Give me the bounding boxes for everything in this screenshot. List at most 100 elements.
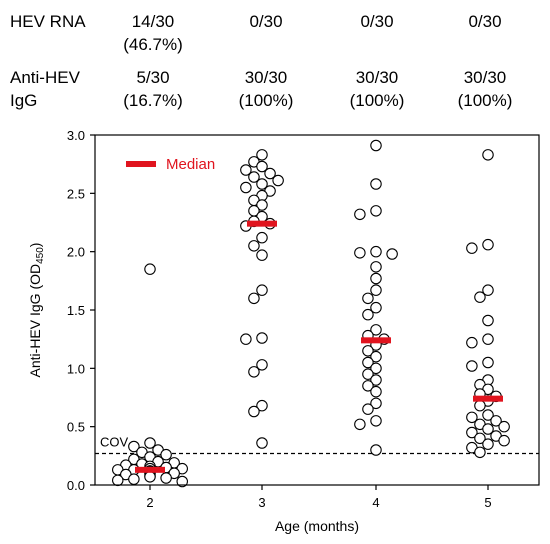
- legend: Median: [126, 156, 215, 173]
- data-point: [144, 263, 156, 275]
- y-axis-title: Anti-HEV IgG (OD450): [27, 243, 46, 378]
- data-point: [256, 231, 268, 244]
- data-point: [466, 360, 478, 372]
- data-point: [474, 399, 486, 412]
- data-point: [362, 356, 374, 369]
- data-point: [354, 208, 366, 221]
- data-point: [248, 366, 260, 378]
- data-point: [354, 418, 366, 431]
- row-label-anti-hev-line2: IgG: [10, 91, 38, 110]
- data-point: [256, 399, 268, 412]
- data-point: [474, 291, 486, 303]
- data-point: [248, 240, 260, 252]
- x-tick-label: 5: [484, 495, 491, 510]
- data-point: [482, 284, 494, 296]
- y-tick-label: 1.0: [67, 361, 85, 376]
- anti-hev-month3: 30/30 (100%): [216, 66, 316, 112]
- data-point: [482, 149, 494, 161]
- hev-rna-month4-count: 0/30: [360, 12, 394, 31]
- data-point: [370, 261, 382, 273]
- data-point: [248, 292, 260, 305]
- data-point: [362, 308, 374, 321]
- data-point: [160, 448, 172, 461]
- anti-hev-month5-count: 30/30: [463, 68, 507, 87]
- x-tick-label: 4: [372, 495, 379, 510]
- anti-hev-month2-count: 5/30: [136, 68, 170, 87]
- data-point: [256, 199, 268, 211]
- data-point: [362, 368, 374, 380]
- data-point: [370, 385, 382, 398]
- data-point: [466, 242, 478, 254]
- row-label-anti-hev: Anti-HEV IgG: [10, 66, 80, 112]
- y-axis-title-end: ): [27, 243, 43, 248]
- y-axis-title-sub: 450: [35, 247, 46, 264]
- hev-rna-month3-count: 0/30: [249, 12, 283, 31]
- legend-median-swatch: [126, 161, 156, 167]
- data-point: [370, 272, 382, 285]
- data-point: [144, 471, 156, 483]
- y-tick-label: 2.0: [67, 245, 85, 260]
- data-point: [128, 473, 140, 485]
- data-point: [466, 426, 478, 439]
- median-bar: [247, 220, 277, 227]
- data-point: [482, 423, 494, 435]
- data-point: [256, 249, 268, 261]
- data-point: [370, 415, 382, 427]
- median-bar: [361, 337, 391, 344]
- data-point: [482, 356, 494, 369]
- data-point: [370, 139, 382, 152]
- data-point: [482, 438, 494, 450]
- data-point: [466, 336, 478, 349]
- data-point: [370, 205, 382, 217]
- median-bar: [473, 395, 503, 402]
- hev-rna-month2-pct: (46.7%): [123, 35, 183, 54]
- data-point: [264, 167, 276, 180]
- data-point: [370, 444, 382, 456]
- data-point: [362, 345, 374, 357]
- data-point: [256, 149, 268, 161]
- data-point: [370, 362, 382, 375]
- x-tick-label: 2: [146, 495, 153, 510]
- data-point: [386, 248, 398, 260]
- data-point: [498, 420, 510, 433]
- y-axis-title-main: Anti-HEV IgG (OD: [27, 264, 43, 378]
- data-point: [370, 324, 382, 336]
- data-point: [474, 446, 486, 459]
- data-point: [498, 434, 510, 447]
- data-point: [272, 174, 284, 187]
- anti-hev-month3-pct: (100%): [238, 91, 294, 110]
- data-point: [362, 380, 374, 392]
- hev-rna-month4: 0/30: [327, 10, 427, 33]
- data-point: [240, 333, 252, 345]
- data-point: [370, 374, 382, 386]
- y-axis-ticks: 0.0 0.5 1.0 1.5 2.0 2.5 3.0: [67, 128, 95, 493]
- anti-hev-month4: 30/30 (100%): [327, 66, 427, 112]
- data-point: [112, 474, 124, 487]
- y-tick-label: 0.0: [67, 478, 85, 493]
- data-point: [466, 411, 478, 424]
- hev-rna-month5-count: 0/30: [468, 12, 502, 31]
- data-point: [144, 437, 156, 449]
- data-point: [354, 247, 366, 259]
- data-points: [112, 139, 510, 488]
- data-point: [370, 397, 382, 410]
- data-point: [362, 292, 374, 305]
- data-point: [256, 284, 268, 296]
- hev-rna-month5: 0/30: [435, 10, 535, 33]
- x-tick-label: 3: [258, 495, 265, 510]
- data-point: [370, 178, 382, 190]
- data-point: [490, 415, 502, 427]
- y-tick-label: 3.0: [67, 128, 85, 143]
- hev-rna-month2: 14/30 (46.7%): [103, 10, 203, 56]
- data-point: [256, 332, 268, 344]
- hev-rna-month3: 0/30: [216, 10, 316, 33]
- data-point: [160, 472, 172, 484]
- data-point: [248, 171, 260, 183]
- data-point: [482, 314, 494, 327]
- anti-hev-month5-pct: (100%): [457, 91, 513, 110]
- anti-hev-month4-pct: (100%): [349, 91, 405, 110]
- data-point: [370, 284, 382, 296]
- data-point: [370, 301, 382, 314]
- data-point: [256, 160, 268, 173]
- anti-hev-month2-pct: (16.7%): [123, 91, 183, 110]
